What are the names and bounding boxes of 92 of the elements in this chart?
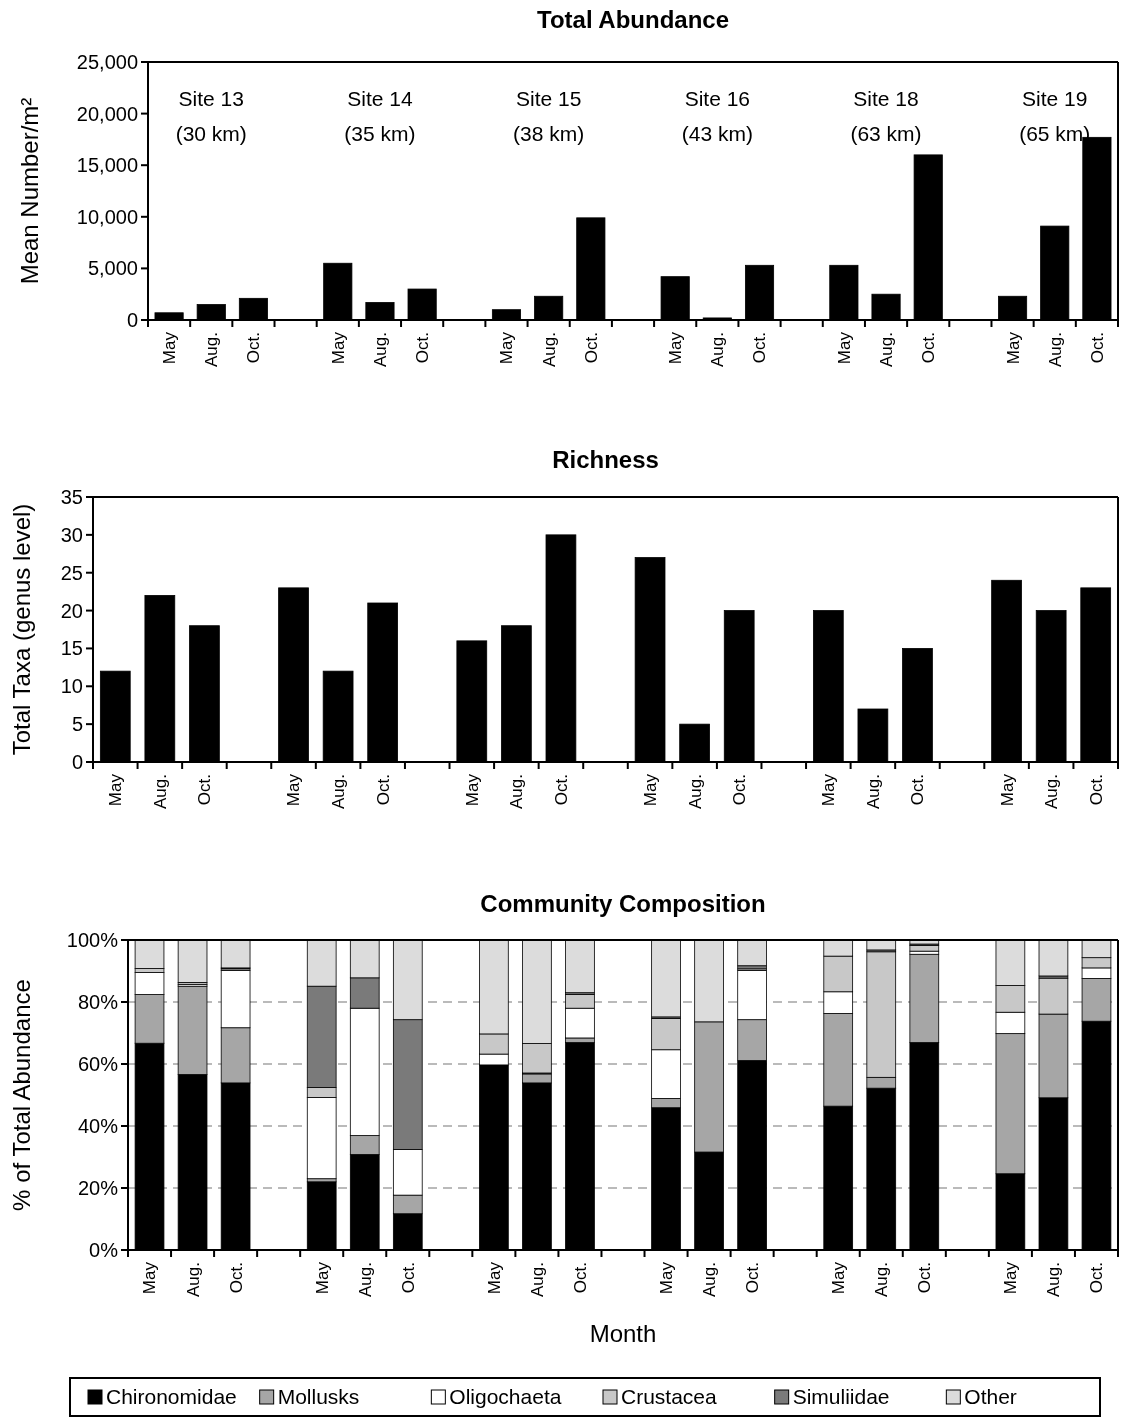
x-tick-label: Aug. [700,1262,720,1297]
x-tick-label: Aug. [355,1262,375,1297]
x-tick-label: Aug. [876,332,896,367]
annotation: Site 15 (38 km) [513,87,585,145]
x-tick-label: May [484,1261,504,1295]
x-tick-label: Aug. [507,774,527,809]
legend-label: Simuliidae [792,1385,890,1409]
x-tick-label: Oct. [413,332,433,364]
annotation: Site 18 (63 km) [850,87,922,145]
y-tick-label: 15,000 [76,154,138,177]
x-tick-label: Oct. [750,332,770,364]
x-tick-label: Aug. [1042,774,1062,809]
y-tick-label: 40% [77,1115,119,1137]
y-tick-label: 25 [60,561,83,584]
x-tick-label: Oct. [1086,774,1106,806]
y-tick-label: 10,000 [76,205,138,228]
x-tick-label: Aug. [708,332,728,367]
x-tick-label: Oct. [551,774,571,806]
x-tick-label: May [284,773,304,807]
x-tick-label: Aug. [1044,1262,1064,1297]
x-tick-label: Oct. [226,1262,246,1294]
x-tick-label: May [462,773,482,807]
chart-title: Community Composition [480,890,766,917]
x-tick-label: Oct. [373,774,393,806]
x-tick-label: May [997,773,1017,807]
x-tick-label: Oct. [915,1262,935,1294]
x-tick-label: Oct. [1087,1262,1107,1294]
y-tick-label: 100% [66,929,119,951]
legend-label: Mollusks [277,1385,360,1409]
x-tick-label: May [834,331,854,365]
y-tick-label: 20,000 [76,102,138,125]
x-tick-label: Aug. [527,1262,547,1297]
y-tick-label: 20% [77,1177,119,1199]
y-tick-label: 35 [60,486,83,508]
y-tick-label: 5 [71,713,83,736]
x-tick-label: Aug. [1045,332,1065,367]
y-tick-label: 30 [60,523,83,546]
x-tick-label: Aug. [539,332,559,367]
y-tick-label: 25,000 [76,51,138,73]
x-tick-label: Aug. [329,774,349,809]
y-tick-label: 15 [60,637,83,660]
annotation: Site 13 (30 km) [175,87,247,145]
y-axis-title: Mean Number/m² [16,97,43,285]
y-tick-label: 0 [126,309,138,331]
x-tick-label: Aug. [150,774,170,809]
x-tick-label: May [312,1261,332,1295]
x-tick-label: Aug. [183,1262,203,1297]
y-tick-label: 10 [60,675,83,698]
legend-label: Crustacea [621,1385,718,1409]
x-tick-label: Oct. [398,1262,418,1294]
x-tick-label: May [819,773,839,807]
chart-title: Richness [552,446,659,473]
x-axis-title: Month [589,1320,657,1347]
x-tick-label: May [1003,331,1023,365]
y-axis-title: Total Taxa (genus level) [8,503,35,756]
y-tick-label: 5,000 [87,257,138,280]
y-tick-label: 20 [60,599,83,622]
x-tick-label: May [829,1261,849,1295]
y-tick-label: 80% [77,991,119,1013]
x-tick-label: Oct. [1087,332,1107,364]
x-tick-label: Aug. [202,332,222,367]
x-tick-label: Aug. [685,774,705,809]
annotation: Site 14 (35 km) [344,87,416,145]
x-tick-label: Aug. [370,332,390,367]
x-tick-label: May [160,331,180,365]
x-tick-label: Aug. [872,1262,892,1297]
x-tick-label: Oct. [244,332,264,364]
annotation: Site 16 (43 km) [681,87,753,145]
legend-label: Other [964,1385,1017,1409]
x-tick-label: May [497,331,517,365]
chart-title: Total Abundance [537,6,729,33]
x-tick-label: Oct. [581,332,601,364]
x-tick-label: Oct. [908,774,928,806]
x-tick-label: May [666,331,686,365]
y-axis-title: % of Total Abundance [8,979,35,1211]
x-tick-label: Aug. [863,774,883,809]
y-tick-label: 0 [71,751,83,773]
x-tick-label: Oct. [570,1262,590,1294]
x-tick-label: May [1001,1261,1021,1295]
x-tick-label: Oct. [743,1262,763,1294]
x-tick-label: May [656,1261,676,1295]
x-tick-label: Oct. [730,774,750,806]
legend-label: Chironomidae [106,1385,237,1409]
x-tick-label: May [328,331,348,365]
x-tick-label: May [641,773,661,807]
y-tick-label: 0% [89,1239,119,1261]
x-tick-label: May [140,1261,160,1295]
x-tick-label: May [106,773,126,807]
x-tick-label: Oct. [919,332,939,364]
y-tick-label: 60% [77,1053,119,1075]
x-tick-label: Oct. [195,774,215,806]
legend-label: Oligochaeta [449,1385,562,1409]
